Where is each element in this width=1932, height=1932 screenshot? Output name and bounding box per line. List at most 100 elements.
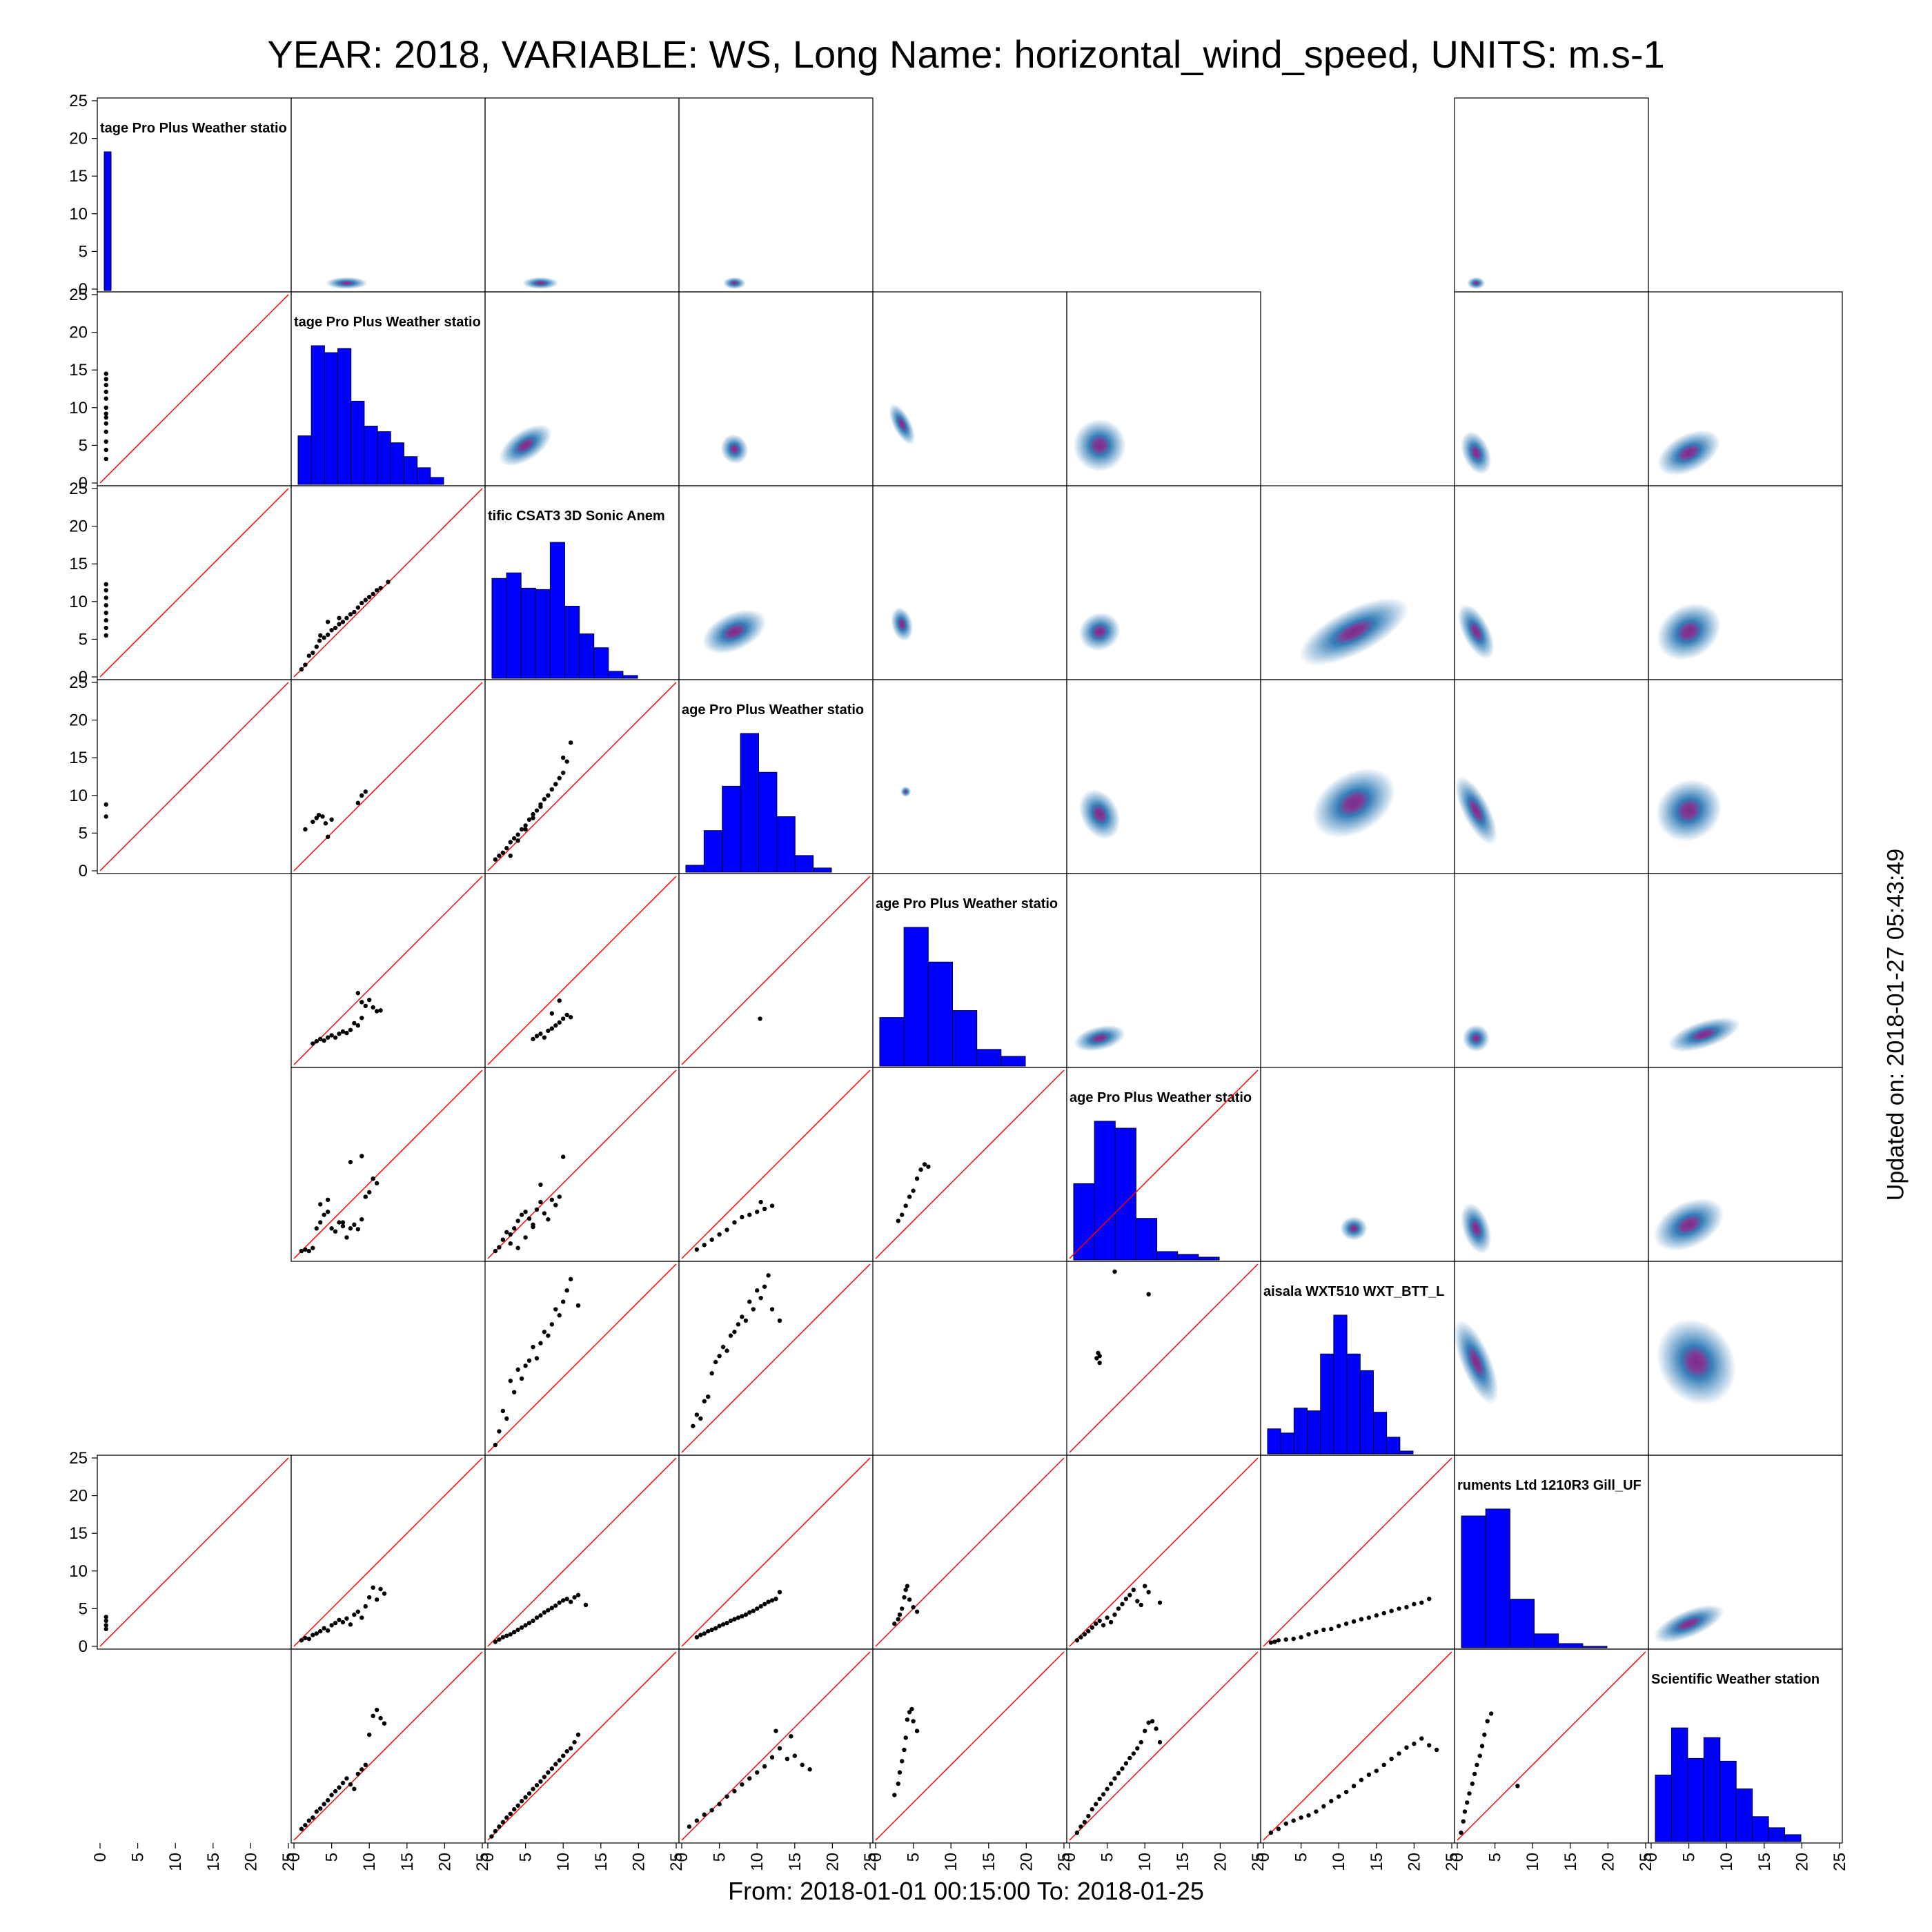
scatter-point <box>531 1618 535 1624</box>
scatter-point <box>691 1423 696 1428</box>
identity-line <box>293 1070 483 1259</box>
scatter-point <box>359 1016 364 1021</box>
scatter-point <box>557 776 562 780</box>
scatter-panel <box>875 1457 1065 1647</box>
x-tick-label: 5 <box>323 1853 342 1862</box>
scatter-point <box>1094 1802 1098 1806</box>
scatter-point <box>755 1210 760 1214</box>
density-panel <box>1467 277 1486 289</box>
scatter-point <box>299 1638 304 1643</box>
scatter-point <box>575 1732 581 1737</box>
scatter-point <box>1146 1292 1151 1297</box>
scatter-point <box>325 834 331 840</box>
scatter-point <box>497 1637 502 1642</box>
scatter-point <box>751 1307 756 1312</box>
identity-line <box>1069 1263 1259 1453</box>
scatter-point <box>773 1728 778 1733</box>
scatter-point <box>542 1330 547 1334</box>
scatter-point <box>732 1617 737 1621</box>
scatter-point <box>314 1038 319 1044</box>
scatter-point <box>568 1599 573 1604</box>
scatter-point <box>317 638 322 643</box>
y-axis: 0 5 10 15 20 25 <box>69 286 97 493</box>
scatter-point <box>914 1728 920 1733</box>
scatter-point <box>508 1232 513 1237</box>
scatter-panel <box>1263 1457 1452 1647</box>
scatter-point <box>504 846 509 851</box>
scatter-point <box>363 1762 368 1767</box>
density-blob <box>1668 1017 1740 1052</box>
scatter-point <box>378 585 383 591</box>
histogram-bar <box>1386 1437 1401 1455</box>
scatter-point <box>911 1605 916 1610</box>
scatter-point <box>698 1633 703 1637</box>
scatter-point <box>504 1633 509 1638</box>
scatter-point <box>800 1762 805 1767</box>
density-blob <box>1461 1203 1492 1254</box>
y-tick-label: 10 <box>69 787 88 805</box>
identity-line <box>681 1651 871 1841</box>
scatter-point <box>344 1030 349 1036</box>
scatter-point <box>1472 1771 1477 1777</box>
scatter-point <box>340 1220 346 1225</box>
density-blob <box>1653 1604 1724 1643</box>
scatter-point <box>344 1235 349 1240</box>
scatter-point <box>355 1023 361 1028</box>
scatter-point <box>371 591 375 597</box>
scatter-point <box>508 853 513 858</box>
scatter-point <box>755 1606 760 1611</box>
scatter-point <box>497 1429 502 1434</box>
scatter-point <box>526 1791 532 1796</box>
scatter-point <box>493 1639 498 1644</box>
scatter-point <box>523 1363 528 1368</box>
scatter-point <box>549 1766 555 1771</box>
density-blob <box>723 277 746 289</box>
scatter-point <box>561 1154 566 1159</box>
histogram-bar <box>1156 1251 1179 1261</box>
scatter-point <box>546 1333 551 1338</box>
x-tick-label: 20 <box>1599 1853 1617 1871</box>
y-tick-label: 0 <box>79 1637 88 1656</box>
x-tick-label: 10 <box>360 1853 379 1871</box>
scatter-point <box>359 1154 364 1159</box>
panel-frame <box>872 291 1067 486</box>
density-panel <box>1074 1025 1126 1052</box>
scatter-point <box>310 650 315 656</box>
scatter-point <box>747 1299 752 1304</box>
x-axis: 0 5 10 15 20 25 <box>867 1843 1074 1871</box>
x-tick-label: 15 <box>398 1853 417 1871</box>
scatter-point <box>519 827 524 832</box>
x-axis: 0 5 10 15 20 25 <box>1254 1843 1461 1871</box>
scatter-panel <box>99 1457 289 1647</box>
scatter-point <box>493 1248 498 1254</box>
scatter-point <box>1138 1739 1143 1745</box>
density-blob <box>1078 789 1121 840</box>
scatter-panel <box>681 1457 871 1647</box>
scatter-panel <box>681 876 871 1065</box>
scatter-point <box>493 1828 498 1834</box>
scatter-point <box>500 1408 506 1414</box>
scatter-point <box>553 1762 558 1766</box>
x-axis: 0 5 10 15 20 25 <box>1642 1843 1849 1871</box>
density-blob <box>1467 277 1486 289</box>
x-tick-label: 5 <box>1680 1853 1699 1862</box>
scatter-point <box>568 1015 573 1020</box>
histogram-panel: tific CSAT3 3D Sonic Anem <box>488 509 665 679</box>
scatter-point <box>352 1612 357 1617</box>
density-blob <box>325 277 368 289</box>
scatter-point <box>758 1295 763 1301</box>
scatter-point <box>500 1820 506 1824</box>
scatter-point <box>367 595 372 600</box>
scatter-point <box>355 1227 361 1232</box>
panel-frame <box>678 291 874 486</box>
x-tick-label: 0 <box>1448 1853 1467 1862</box>
scatter-point <box>549 1197 555 1203</box>
scatter-point <box>720 1622 726 1627</box>
histogram-bar <box>1359 1370 1374 1455</box>
scatter-point <box>1086 1813 1091 1819</box>
y-axis: 0 5 10 15 20 25 <box>69 673 97 880</box>
scatter-point <box>1108 1781 1114 1786</box>
scatter-point <box>766 1273 771 1278</box>
histogram-bar <box>758 771 778 873</box>
scatter-point <box>329 1623 334 1628</box>
